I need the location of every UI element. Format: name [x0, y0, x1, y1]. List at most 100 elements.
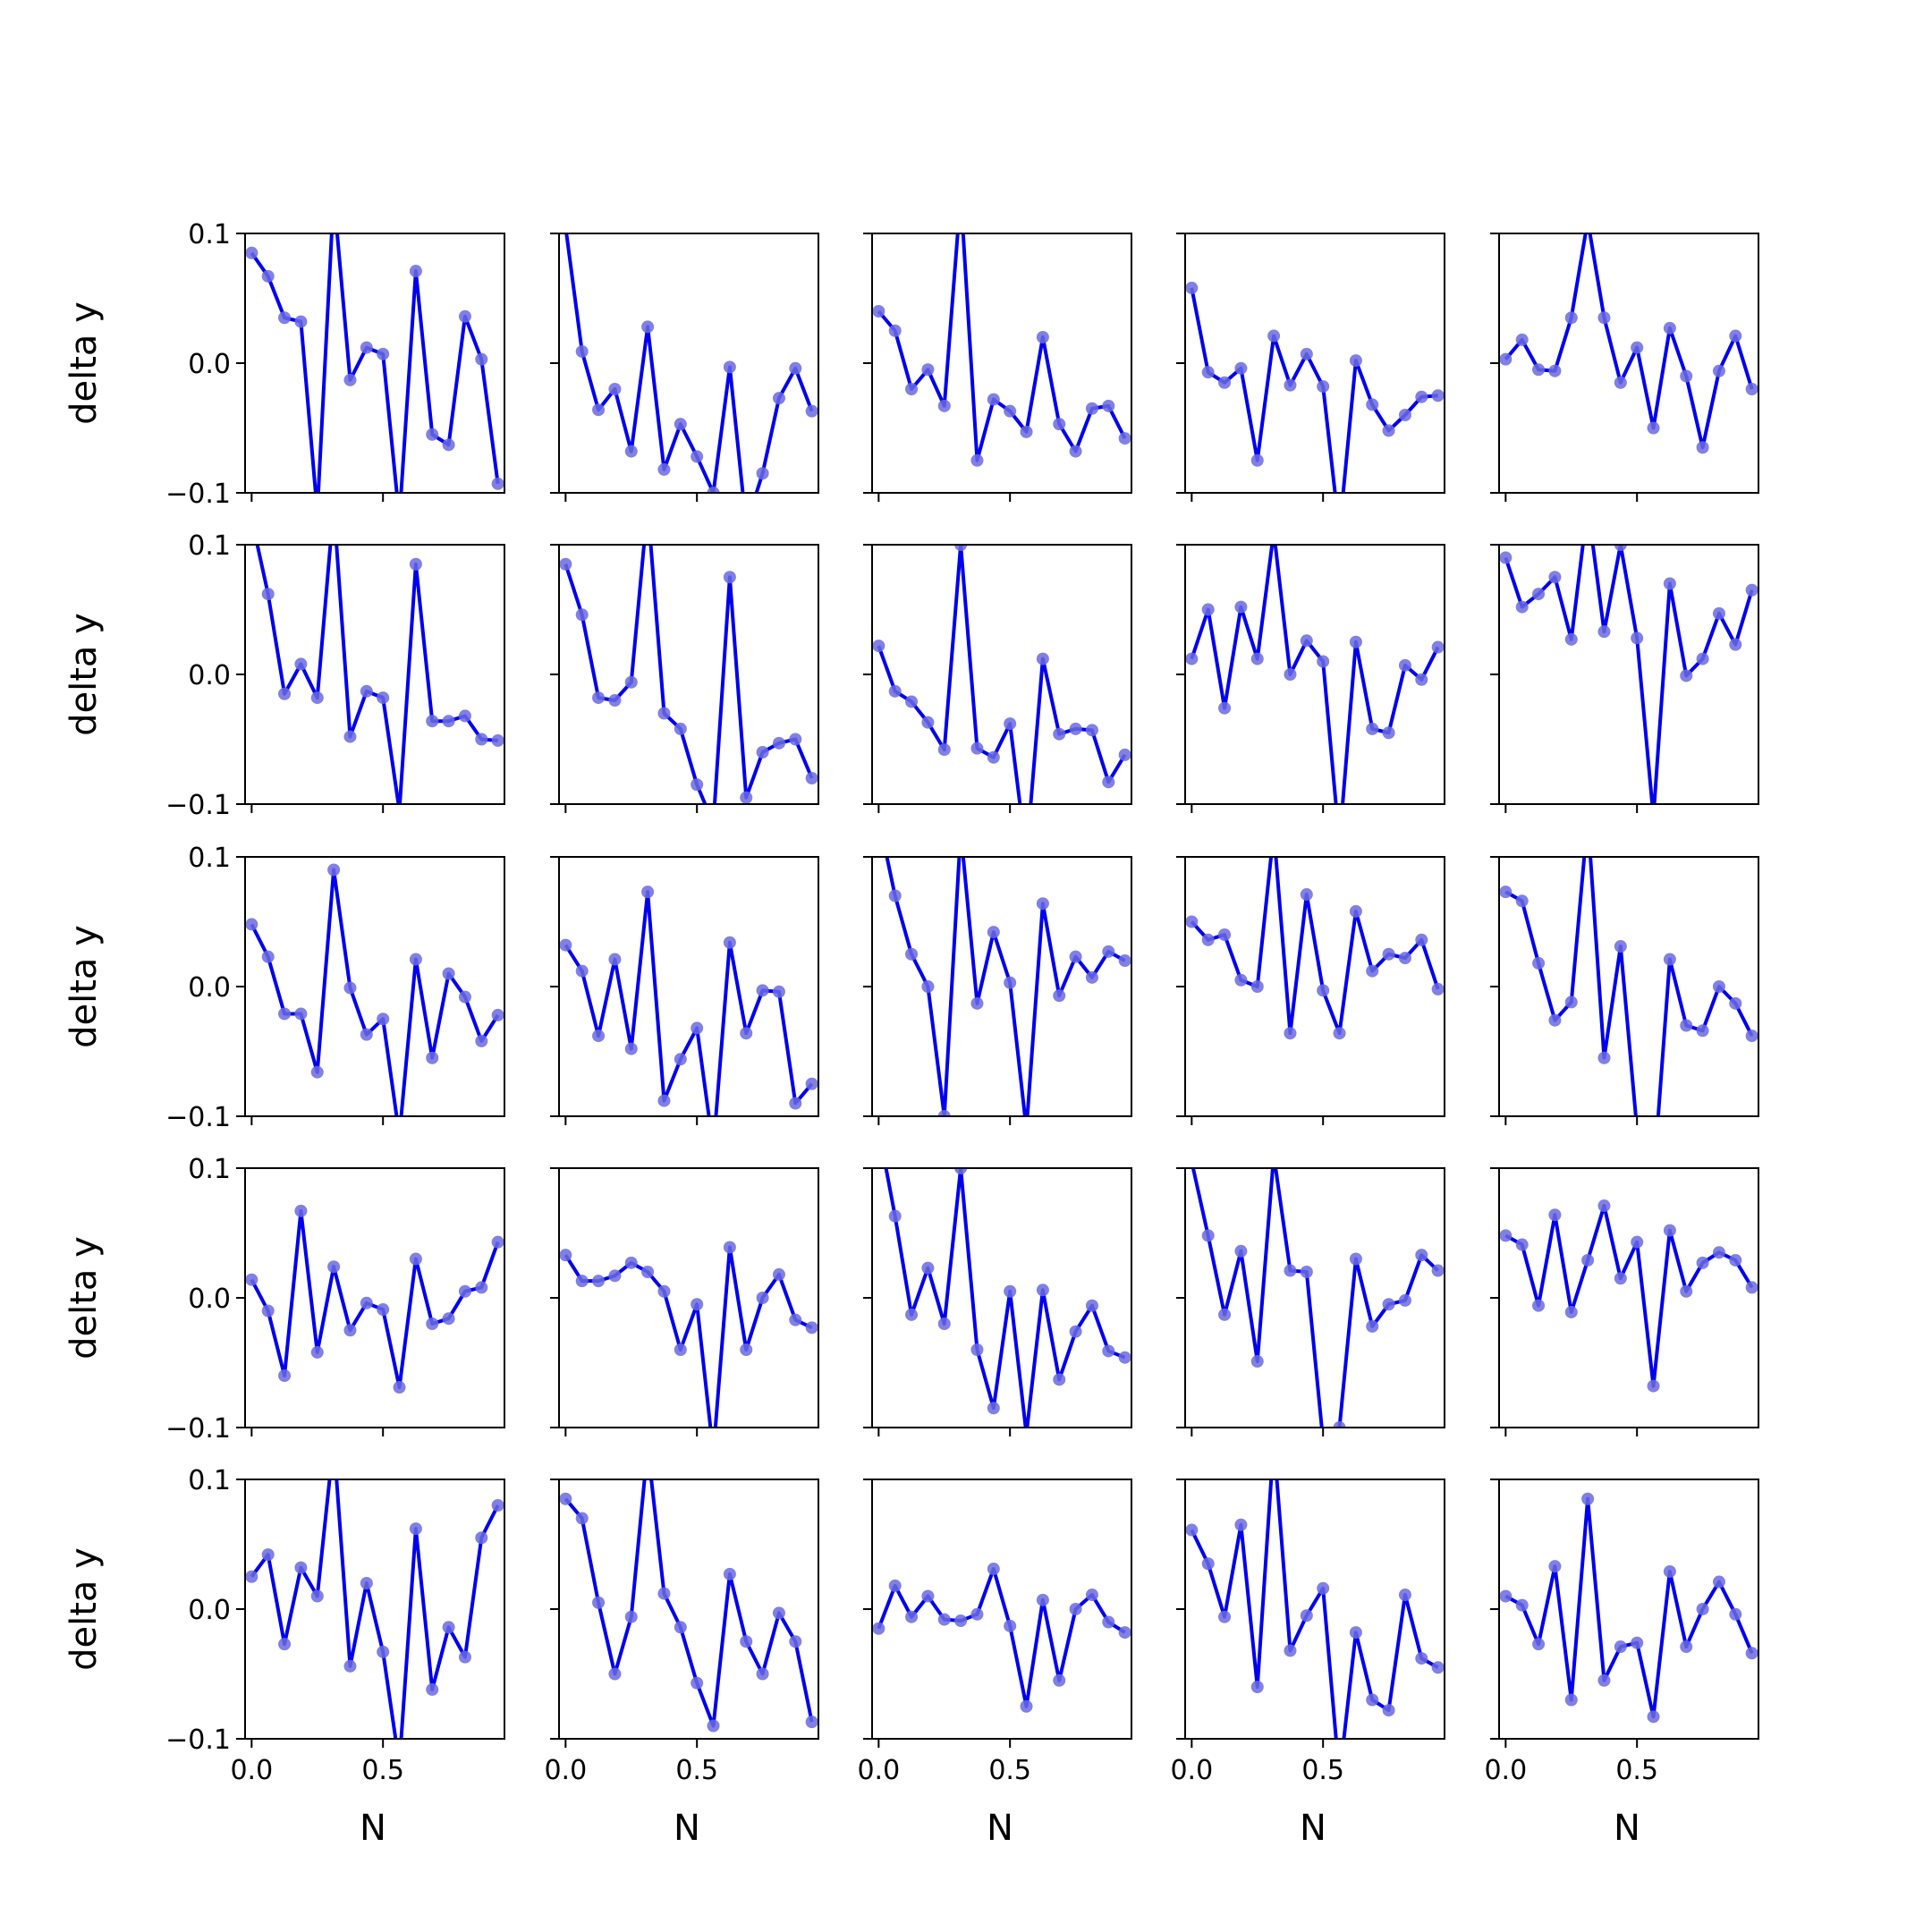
data-point — [921, 1261, 935, 1275]
data-point — [409, 1522, 422, 1536]
data-point — [1234, 361, 1248, 375]
data-point — [426, 428, 439, 441]
data-point — [1085, 970, 1098, 984]
data-point — [674, 1343, 687, 1356]
data-point — [1696, 652, 1709, 665]
subplot-r2-c1 — [550, 856, 819, 1125]
data-point — [1382, 726, 1395, 740]
data-point — [1597, 311, 1611, 325]
data-point — [691, 1676, 704, 1690]
data-point — [872, 305, 886, 318]
data-point — [1680, 1640, 1693, 1654]
data-point — [1564, 996, 1578, 1009]
data-point — [1102, 1344, 1115, 1358]
data-point — [1631, 1235, 1644, 1249]
data-point — [491, 477, 504, 490]
data-point — [377, 347, 390, 360]
data-point — [1284, 1264, 1297, 1277]
x-tick-label: 0.0 — [230, 1755, 273, 1786]
data-point — [409, 557, 422, 571]
data-point — [1696, 1024, 1709, 1038]
data-point — [1712, 364, 1725, 377]
data-point — [1234, 1244, 1248, 1258]
plot-area — [1499, 233, 1758, 454]
data-point — [1532, 363, 1546, 377]
series-line — [1190, 857, 1440, 1036]
data-point — [1085, 724, 1098, 737]
data-point — [921, 363, 935, 377]
data-point — [970, 741, 984, 755]
data-point — [1300, 888, 1313, 902]
series-line — [564, 1245, 813, 1428]
data-point — [1548, 364, 1562, 377]
data-point — [360, 684, 373, 698]
data-point — [327, 1260, 341, 1274]
data-point — [707, 487, 720, 493]
data-point — [575, 1512, 589, 1525]
data-point — [245, 1273, 258, 1286]
x-axis-label: N — [1614, 1808, 1640, 1849]
data-point — [1284, 668, 1297, 681]
data-point — [1532, 1638, 1546, 1651]
data-point — [1499, 1589, 1513, 1603]
data-point — [1597, 1051, 1611, 1064]
data-point — [458, 1284, 471, 1298]
data-point — [310, 1065, 324, 1079]
data-point — [1053, 1373, 1066, 1386]
data-point — [1564, 311, 1578, 325]
data-point — [1102, 775, 1115, 789]
data-point — [624, 1256, 638, 1269]
series-line — [250, 1479, 500, 1739]
data-point — [888, 1209, 902, 1223]
y-tick-label: 0.1 — [188, 1154, 231, 1185]
data-point — [723, 1241, 736, 1254]
data-point — [1218, 1610, 1232, 1623]
data-point — [1036, 1593, 1049, 1606]
data-point — [970, 453, 984, 467]
data-point — [1366, 722, 1379, 735]
data-point — [1729, 1607, 1742, 1621]
data-point — [310, 1589, 324, 1603]
series-line — [877, 1567, 1126, 1708]
data-point — [409, 265, 422, 278]
data-point — [377, 691, 390, 705]
data-point — [624, 445, 638, 458]
data-point — [261, 1304, 275, 1318]
data-point — [1581, 1492, 1595, 1505]
data-point — [1499, 886, 1513, 899]
data-point — [343, 373, 357, 386]
subplot-r3-c0: −0.1 0.0 0.1 delta y — [64, 1154, 505, 1445]
data-point — [377, 1303, 390, 1317]
x-tick-label: 0.5 — [675, 1755, 718, 1786]
data-point — [1398, 952, 1411, 965]
data-point — [657, 1284, 671, 1298]
y-tick-label: 0.0 — [188, 349, 231, 380]
data-point — [772, 392, 785, 405]
data-point — [789, 361, 802, 375]
data-point — [1069, 445, 1082, 458]
data-point — [1118, 1351, 1131, 1364]
y-tick-label: −0.1 — [165, 1724, 231, 1756]
data-point — [1663, 577, 1676, 590]
data-point — [1201, 1557, 1215, 1571]
data-point — [789, 1097, 802, 1110]
data-point — [1366, 398, 1379, 411]
series-line — [1190, 287, 1438, 493]
data-point — [475, 1531, 488, 1545]
plot-area — [255, 545, 504, 804]
data-point — [1300, 634, 1313, 648]
data-point — [278, 1007, 292, 1021]
plot-area — [559, 545, 818, 804]
data-point — [1415, 1652, 1428, 1665]
subplot-r3-c4 — [1490, 1167, 1759, 1436]
plot-area — [559, 1241, 818, 1428]
x-tick-label: 0.0 — [857, 1755, 900, 1786]
data-point — [310, 691, 324, 705]
data-point — [987, 750, 1000, 764]
data-point — [723, 360, 736, 374]
subplot-r1-c3 — [1176, 544, 1445, 813]
series-line — [1190, 545, 1440, 804]
data-point — [1564, 1693, 1578, 1707]
data-point — [1069, 950, 1082, 963]
